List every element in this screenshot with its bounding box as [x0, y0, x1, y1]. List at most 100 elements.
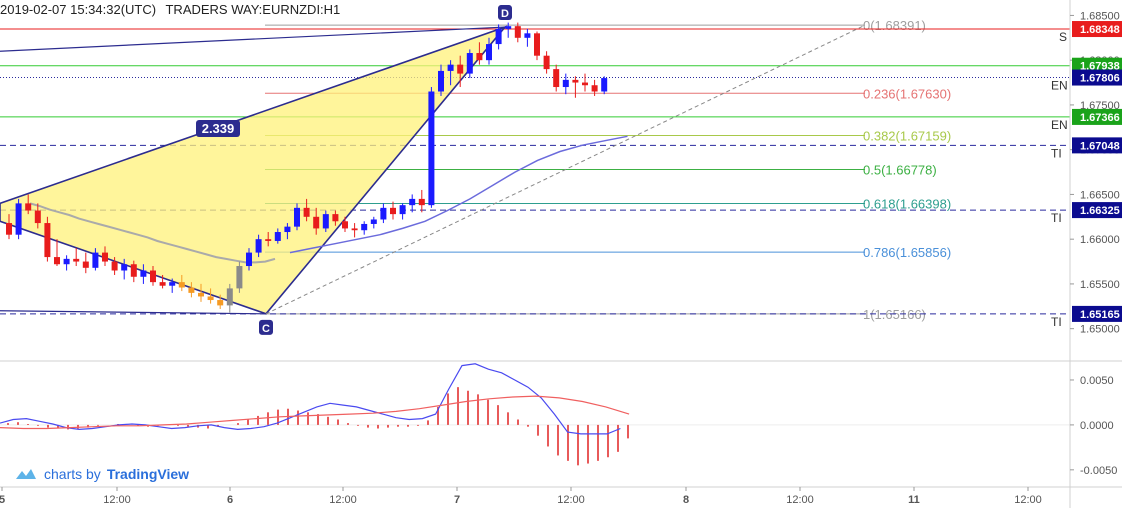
point-d-badge	[498, 5, 512, 21]
price-badge-label: 1.66325	[1080, 205, 1120, 217]
macd-signal-line	[0, 395, 630, 430]
y-tick-label: 1.65500	[1080, 279, 1120, 291]
candle-body	[54, 257, 60, 265]
candle-body	[466, 53, 473, 74]
price-side-label: EN	[1051, 79, 1068, 93]
candle-body	[591, 85, 598, 92]
price-badge	[1072, 305, 1122, 322]
point-c-badge	[259, 319, 273, 335]
candle-body	[236, 266, 243, 289]
fib-projection-line	[265, 24, 866, 315]
candle-body	[399, 205, 406, 215]
candle-body	[313, 216, 320, 229]
candle-body	[198, 292, 204, 297]
ratio-badge	[196, 120, 240, 137]
fib-level-label: 0.382(1.67159)	[863, 128, 951, 143]
candle-body	[409, 198, 416, 206]
candle-body	[284, 226, 291, 233]
candle-body	[361, 223, 368, 231]
price-side-label: TI	[1051, 211, 1062, 225]
x-tick-label: 5	[0, 494, 5, 506]
candle-body	[562, 79, 569, 88]
candle-body	[25, 203, 32, 211]
x-tick-label: 6	[227, 494, 233, 506]
candle-body	[15, 203, 22, 235]
candle-body	[495, 28, 502, 45]
price-badge	[1072, 202, 1122, 219]
chart-header: 2019-02-07 15:34:32(UTC) TRADERS WAY:EUR…	[0, 2, 340, 17]
candle-body	[486, 44, 492, 61]
candle-body	[44, 223, 51, 258]
price-side-label: S	[1059, 30, 1067, 44]
candle-body	[390, 207, 396, 215]
candle-body	[217, 300, 224, 306]
candle-body	[534, 33, 540, 56]
price-pane[interactable]: 0(1.68391) 0.236(1.67630) 0.382(1.67159) 0.…	[0, 5, 1070, 335]
x-tick-label: 12:00	[557, 494, 585, 506]
candle-body	[572, 79, 579, 83]
moving-average-line	[29, 202, 276, 264]
candle-body	[63, 258, 70, 265]
point-c-badge-label: C	[262, 323, 270, 335]
candle-body	[102, 252, 108, 262]
candle-body	[82, 261, 89, 268]
candle-body	[34, 210, 41, 224]
candle-body	[111, 261, 118, 271]
price-badge-label: 1.65165	[1080, 309, 1120, 321]
candle-body	[6, 223, 12, 235]
candle-body	[438, 70, 444, 92]
candle-body	[351, 228, 358, 231]
pattern-leg-line	[0, 310, 267, 315]
ratio-badge-label: 2.339	[202, 121, 235, 136]
watermark-prefix: charts by	[44, 466, 101, 482]
candle-body	[524, 33, 531, 38]
candle-body	[265, 239, 272, 241]
macd-y-tick-label: 0.0050	[1080, 375, 1114, 387]
x-tick-label: 12:00	[786, 494, 814, 506]
candle-body	[121, 264, 128, 271]
price-badge-label: 1.67366	[1080, 112, 1120, 124]
candle-body	[92, 252, 99, 268]
fib-level-label: 0.5(1.66778)	[863, 163, 937, 178]
y-tick-label: 1.68500	[1080, 10, 1120, 22]
candle-body	[457, 64, 464, 74]
tradingview-watermark[interactable]: charts by TradingView	[14, 466, 189, 482]
candle-body	[226, 288, 233, 306]
candle-body	[294, 207, 300, 227]
x-tick-label: 8	[683, 494, 689, 506]
y-tick-label: 1.66500	[1080, 189, 1120, 201]
x-tick-label: 12:00	[1014, 494, 1042, 506]
y-tick-label: 1.65000	[1080, 324, 1120, 336]
fib-level-label: 0.786(1.65856)	[863, 245, 951, 260]
x-tick-label: 11	[908, 494, 920, 506]
x-tick-label: 12:00	[103, 494, 131, 506]
y-tick-label: 1.66000	[1080, 234, 1120, 246]
fib-level-label: 0.618(1.66398)	[863, 197, 951, 212]
macd-pane[interactable]	[0, 363, 1070, 466]
fib-level-label: 0.236(1.67630)	[863, 86, 951, 101]
price-badge-label: 1.67048	[1080, 140, 1120, 152]
candle-body	[428, 91, 435, 206]
header-symbol: TRADERS WAY:EURNZDI:H1	[165, 2, 340, 17]
candle-body	[342, 221, 348, 229]
candle-body	[255, 239, 262, 253]
candle-body	[514, 26, 521, 38]
price-side-label: TI	[1051, 315, 1062, 329]
candle-body	[505, 26, 512, 29]
point-d-badge-label: D	[501, 8, 509, 20]
candle-body	[188, 287, 195, 293]
tradingview-logo-icon	[16, 469, 36, 479]
watermark-brand: TradingView	[106, 466, 190, 482]
candle-body	[601, 78, 608, 92]
candle-body	[582, 82, 588, 86]
candle-body	[447, 64, 454, 71]
price-badge-label: 1.68348	[1080, 24, 1120, 36]
candle-body	[140, 270, 147, 277]
candle-body	[543, 55, 550, 70]
macd-y-tick-label: -0.0050	[1080, 465, 1117, 477]
price-side-label: TI	[1051, 146, 1062, 160]
trend-ma-line	[289, 135, 628, 254]
price-badge-label: 1.67806	[1080, 73, 1120, 85]
